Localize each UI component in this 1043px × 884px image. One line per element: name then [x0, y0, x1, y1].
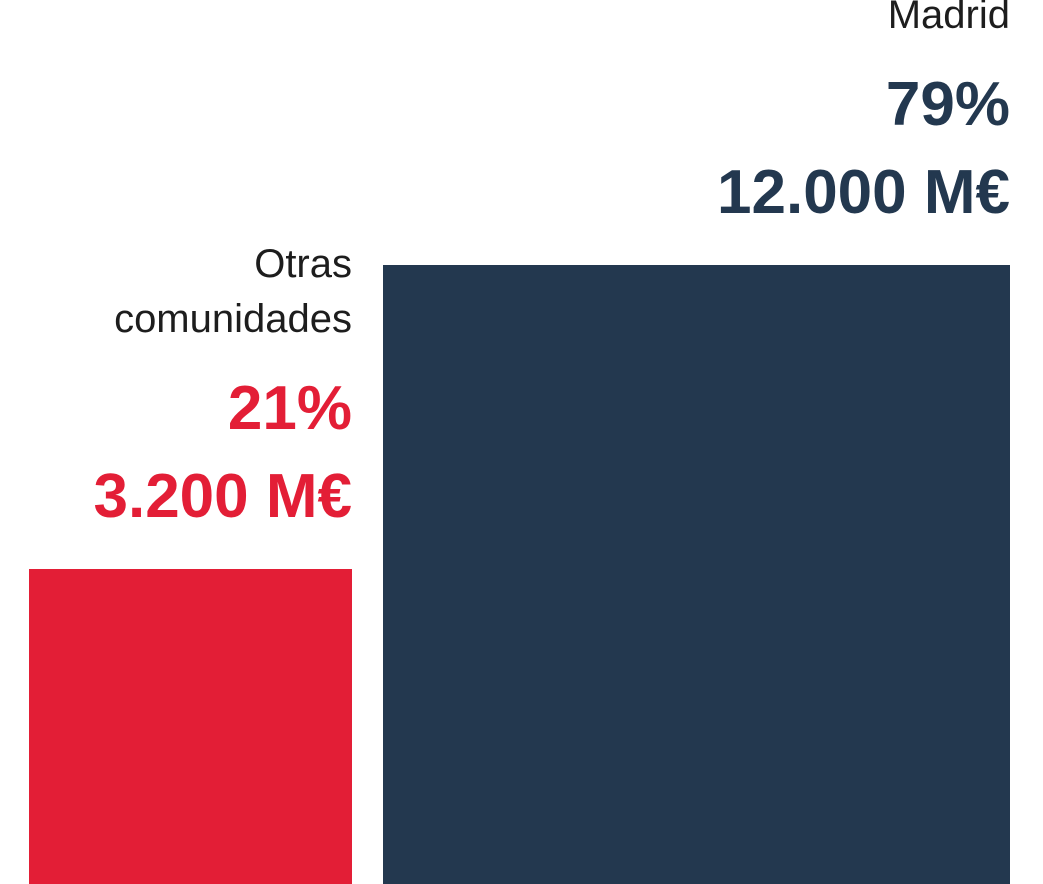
category-label: Otras comunidades: [114, 241, 352, 341]
square: [28, 568, 352, 884]
amount-label: 12.000 M€: [717, 158, 1010, 227]
percent-label: 21%: [227, 373, 352, 443]
amount-label: 3.200 M€: [93, 461, 352, 531]
category-label: Madrid: [887, 0, 1010, 37]
label-group: Otras comunidades 21% 3.200 M€: [22, 237, 352, 541]
label-group: Madrid 79% 12.000 M€: [680, 0, 1010, 237]
square: [383, 265, 1010, 884]
percent-label: 79%: [885, 70, 1010, 139]
